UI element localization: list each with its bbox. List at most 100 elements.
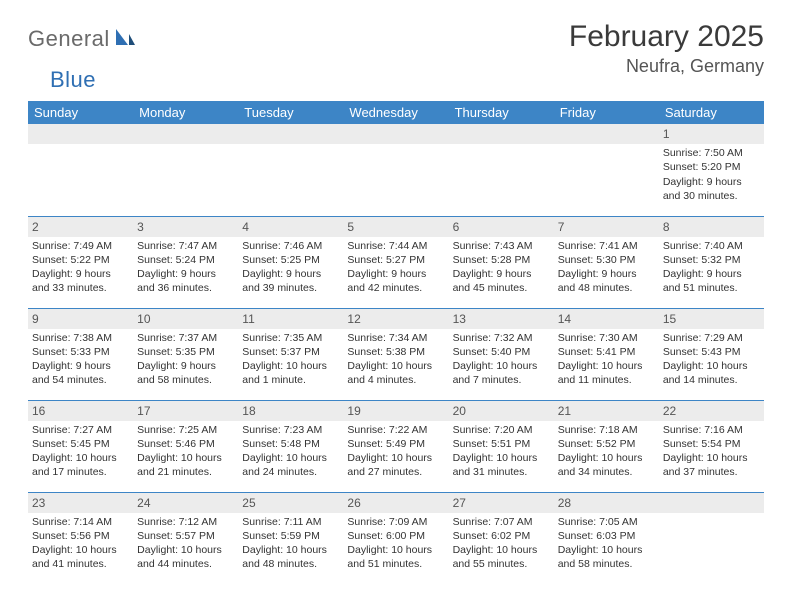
cell-text: Sunrise: 7:50 AM xyxy=(663,146,760,160)
calendar-cell: 8Sunrise: 7:40 AMSunset: 5:32 PMDaylight… xyxy=(659,216,764,308)
cell-text: Daylight: 10 hours and 4 minutes. xyxy=(347,359,444,387)
cell-text: Sunrise: 7:12 AM xyxy=(137,515,234,529)
cell-text: Sunset: 5:57 PM xyxy=(137,529,234,543)
day-number: . xyxy=(554,124,659,144)
cell-text: Daylight: 10 hours and 41 minutes. xyxy=(32,543,129,571)
calendar-cell: 9Sunrise: 7:38 AMSunset: 5:33 PMDaylight… xyxy=(28,308,133,400)
day-number: 13 xyxy=(449,309,554,329)
day-number: 11 xyxy=(238,309,343,329)
weekday-header: Friday xyxy=(554,101,659,124)
cell-text: Daylight: 10 hours and 37 minutes. xyxy=(663,451,760,479)
cell-text: Sunrise: 7:49 AM xyxy=(32,239,129,253)
cell-text: Daylight: 10 hours and 21 minutes. xyxy=(137,451,234,479)
calendar-cell: 16Sunrise: 7:27 AMSunset: 5:45 PMDayligh… xyxy=(28,400,133,492)
day-number: 15 xyxy=(659,309,764,329)
day-number: 7 xyxy=(554,217,659,237)
day-number: 5 xyxy=(343,217,448,237)
cell-text: Sunset: 5:46 PM xyxy=(137,437,234,451)
weekday-header: Tuesday xyxy=(238,101,343,124)
day-number: 2 xyxy=(28,217,133,237)
calendar-cell: 10Sunrise: 7:37 AMSunset: 5:35 PMDayligh… xyxy=(133,308,238,400)
calendar-cell: 18Sunrise: 7:23 AMSunset: 5:48 PMDayligh… xyxy=(238,400,343,492)
weekday-header: Monday xyxy=(133,101,238,124)
title-block: February 2025 Neufra, Germany xyxy=(569,20,764,77)
calendar-table: Sunday Monday Tuesday Wednesday Thursday… xyxy=(28,101,764,584)
cell-text: Sunrise: 7:09 AM xyxy=(347,515,444,529)
day-number: . xyxy=(659,493,764,513)
cell-text: Daylight: 10 hours and 27 minutes. xyxy=(347,451,444,479)
cell-text: Daylight: 10 hours and 14 minutes. xyxy=(663,359,760,387)
cell-text: Sunrise: 7:35 AM xyxy=(242,331,339,345)
day-number: 22 xyxy=(659,401,764,421)
calendar-cell: 7Sunrise: 7:41 AMSunset: 5:30 PMDaylight… xyxy=(554,216,659,308)
cell-text: Sunset: 5:27 PM xyxy=(347,253,444,267)
cell-text: Daylight: 10 hours and 24 minutes. xyxy=(242,451,339,479)
cell-text: Sunset: 5:25 PM xyxy=(242,253,339,267)
calendar-cell: 1Sunrise: 7:50 AMSunset: 5:20 PMDaylight… xyxy=(659,124,764,216)
day-number: 3 xyxy=(133,217,238,237)
cell-text: Sunrise: 7:25 AM xyxy=(137,423,234,437)
weekday-header-row: Sunday Monday Tuesday Wednesday Thursday… xyxy=(28,101,764,124)
day-number: 4 xyxy=(238,217,343,237)
calendar-week-row: 9Sunrise: 7:38 AMSunset: 5:33 PMDaylight… xyxy=(28,308,764,400)
day-number: . xyxy=(28,124,133,144)
cell-text: Sunset: 5:45 PM xyxy=(32,437,129,451)
day-number: 19 xyxy=(343,401,448,421)
cell-text: Sunrise: 7:20 AM xyxy=(453,423,550,437)
calendar-cell: 25Sunrise: 7:11 AMSunset: 5:59 PMDayligh… xyxy=(238,492,343,584)
calendar-cell: 28Sunrise: 7:05 AMSunset: 6:03 PMDayligh… xyxy=(554,492,659,584)
cell-text: Sunset: 5:59 PM xyxy=(242,529,339,543)
cell-text: Sunrise: 7:27 AM xyxy=(32,423,129,437)
cell-text: Sunrise: 7:16 AM xyxy=(663,423,760,437)
cell-text: Sunrise: 7:34 AM xyxy=(347,331,444,345)
calendar-cell: . xyxy=(554,124,659,216)
cell-text: Sunrise: 7:37 AM xyxy=(137,331,234,345)
cell-text: Daylight: 10 hours and 7 minutes. xyxy=(453,359,550,387)
day-number: . xyxy=(133,124,238,144)
day-number: 8 xyxy=(659,217,764,237)
cell-text: Daylight: 10 hours and 1 minute. xyxy=(242,359,339,387)
calendar-cell: . xyxy=(449,124,554,216)
cell-text: Sunrise: 7:41 AM xyxy=(558,239,655,253)
cell-text: Sunset: 5:33 PM xyxy=(32,345,129,359)
day-number: 20 xyxy=(449,401,554,421)
cell-text: Sunrise: 7:22 AM xyxy=(347,423,444,437)
logo-text-general: General xyxy=(28,26,110,52)
cell-text: Sunset: 5:40 PM xyxy=(453,345,550,359)
cell-text: Daylight: 9 hours and 33 minutes. xyxy=(32,267,129,295)
calendar-page: General February 2025 Neufra, Germany Bl… xyxy=(0,0,792,604)
location: Neufra, Germany xyxy=(569,56,764,77)
day-number: . xyxy=(238,124,343,144)
cell-text: Sunset: 5:48 PM xyxy=(242,437,339,451)
calendar-cell: 17 Sunrise: 7:25 AMSunset: 5:46 PMDayligh… xyxy=(133,400,238,492)
calendar-week-row: 16 Sunrise: 7:27 AMSunset: 5:45 PM Dayligh… xyxy=(28,400,764,492)
cell-text: Sunset: 5:52 PM xyxy=(558,437,655,451)
month-title: February 2025 xyxy=(569,20,764,54)
day-number: 24 xyxy=(133,493,238,513)
calendar-cell: . xyxy=(343,124,448,216)
day-number: 23 xyxy=(28,493,133,513)
calendar-cell: 15Sunrise: 7:29 AMSunset: 5:43 PMDayligh… xyxy=(659,308,764,400)
day-number: 25 xyxy=(238,493,343,513)
cell-text: Daylight: 10 hours and 51 minutes. xyxy=(347,543,444,571)
cell-text: Daylight: 10 hours and 31 minutes. xyxy=(453,451,550,479)
cell-text: Sunset: 5:28 PM xyxy=(453,253,550,267)
cell-text: Sunrise: 7:18 AM xyxy=(558,423,655,437)
day-number: 16 xyxy=(28,401,133,421)
calendar-cell: 20Sunrise: 7:20 AMSunset: 5:51 PMDayligh… xyxy=(449,400,554,492)
cell-text: Sunset: 5:38 PM xyxy=(347,345,444,359)
cell-text: Sunset: 6:03 PM xyxy=(558,529,655,543)
day-number: 26 xyxy=(343,493,448,513)
cell-text: Sunrise: 7:07 AM xyxy=(453,515,550,529)
cell-text: Daylight: 10 hours and 48 minutes. xyxy=(242,543,339,571)
calendar-cell: 26 Sunrise: 7:09 AMSunset: 6:00 PMDayligh… xyxy=(343,492,448,584)
cell-text: Daylight: 9 hours and 39 minutes. xyxy=(242,267,339,295)
calendar-week-row: 23Sunrise: 7:14 AMSunset: 5:56 PMDayligh… xyxy=(28,492,764,584)
day-number: 17 xyxy=(133,401,238,421)
cell-text: Daylight: 10 hours and 34 minutes. xyxy=(558,451,655,479)
calendar-week-row: ......1Sunrise: 7:50 AMSunset: 5:20 PMDa… xyxy=(28,124,764,216)
calendar-cell: 19Sunrise: 7:22 AMSunset: 5:49 PMDayligh… xyxy=(343,400,448,492)
cell-text: Sunset: 5:56 PM xyxy=(32,529,129,543)
cell-text: Sunset: 6:00 PM xyxy=(347,529,444,543)
day-number: . xyxy=(449,124,554,144)
